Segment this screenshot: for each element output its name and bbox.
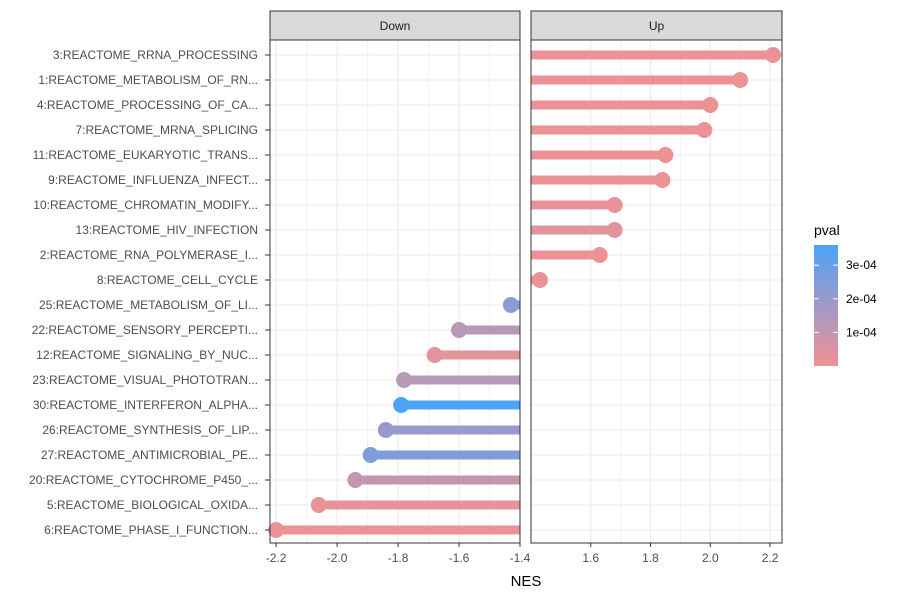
y-axis-labels: 3:REACTOME_RRNA_PROCESSING 1:REACTOME_MET… <box>29 48 270 537</box>
panel-background <box>270 40 520 543</box>
y-tick-label: 9:REACTOME_INFLUENZA_INFECT... <box>48 173 258 187</box>
facet-strip-label: Down <box>380 19 411 33</box>
lollipop-point <box>377 422 394 438</box>
y-tick-label: 8:REACTOME_CELL_CYCLE <box>97 273 258 287</box>
lollipop-point <box>451 322 468 338</box>
lollipop-point <box>696 122 713 138</box>
legend-break-label: 3e-04 <box>846 258 877 272</box>
lollipop-point <box>657 147 674 163</box>
y-tick-label: 22:REACTOME_SENSORY_PERCEPTI... <box>32 323 258 337</box>
legend: pval 1e-04 2e-04 3e-04 <box>814 222 877 366</box>
x-tick-label: -1.4 <box>510 551 531 565</box>
panel-border <box>269 39 521 544</box>
facet-strip-label: Up <box>649 19 665 33</box>
facet-strip <box>269 10 521 41</box>
panel-down: Down -2.2 -2.0 -1.8 -1.6 -1.4 <box>266 10 531 565</box>
x-tick-label: 2.2 <box>762 551 779 565</box>
lollipop-point <box>732 72 749 88</box>
y-tick-label: 7:REACTOME_MRNA_SPLICING <box>76 123 259 137</box>
y-tick-label: 23:REACTOME_VISUAL_PHOTOTRAN... <box>32 373 258 387</box>
x-tick-label: 1.8 <box>642 551 659 565</box>
legend-breaks: 1e-04 2e-04 3e-04 <box>814 258 877 339</box>
x-axis-title: NES <box>511 573 542 590</box>
x-tick-label: 1.6 <box>582 551 599 565</box>
y-tick-label: 26:REACTOME_SYNTHESIS_OF_LIP... <box>42 423 258 437</box>
legend-title: pval <box>814 222 840 238</box>
lollipop-point <box>606 197 623 213</box>
lollipop-point <box>654 172 671 188</box>
lollipop-point <box>702 97 719 113</box>
lollipop-point <box>362 447 379 463</box>
panel-background <box>531 40 782 543</box>
y-tick-label: 27:REACTOME_ANTIMICROBIAL_PE... <box>41 448 258 462</box>
y-tick-label: 4:REACTOME_PROCESSING_OF_CA... <box>37 98 258 112</box>
y-tick-label: 25:REACTOME_METABOLISM_OF_LI... <box>39 298 258 312</box>
y-tick-label: 5:REACTOME_BIOLOGICAL_OXIDA... <box>47 498 258 512</box>
y-tick-label: 10:REACTOME_CHROMATIN_MODIFY... <box>33 198 258 212</box>
lollipop-point <box>502 297 519 313</box>
y-tick-label: 6:REACTOME_PHASE_I_FUNCTION... <box>44 523 258 537</box>
panel-up: Up 1.6 1.8 2.0 2.2 <box>530 10 783 565</box>
y-tick-label: 30:REACTOME_INTERFERON_ALPHA... <box>33 398 258 412</box>
y-tick-label: 1:REACTOME_METABOLISM_OF_RN... <box>38 73 258 87</box>
lollipop-point <box>347 472 364 488</box>
y-tick-label: 11:REACTOME_EUKARYOTIC_TRANS... <box>33 148 258 162</box>
facet-strip <box>530 10 783 41</box>
lollipop-point <box>591 247 608 263</box>
x-tick-label: -1.8 <box>388 551 409 565</box>
lollipop-point <box>268 522 285 538</box>
lollipop-point <box>396 372 413 388</box>
y-tick-label: 20:REACTOME_CYTOCHROME_P450_... <box>29 473 258 487</box>
x-tick-label: -1.6 <box>449 551 470 565</box>
lollipop-point <box>606 222 623 238</box>
lollipop-point <box>310 497 327 513</box>
x-tick-label: -2.0 <box>327 551 348 565</box>
lollipop-point <box>765 47 782 63</box>
lollipop-point <box>426 347 443 363</box>
legend-break-label: 2e-04 <box>846 292 877 306</box>
legend-colorbar <box>814 245 838 366</box>
x-tick-label: 2.0 <box>702 551 719 565</box>
y-tick-label: 2:REACTOME_RNA_POLYMERASE_I... <box>40 248 258 262</box>
legend-break-label: 1e-04 <box>846 325 877 339</box>
x-tick-label: -2.2 <box>266 551 287 565</box>
lollipop-point <box>531 272 548 288</box>
lollipop-point <box>393 397 410 413</box>
y-tick-label: 3:REACTOME_RRNA_PROCESSING <box>53 48 258 62</box>
facet-panels: Down -2.2 -2.0 -1.8 -1.6 -1.4 Up 1.6 1.8 2.0 2.2 <box>266 10 783 565</box>
y-tick-label: 13:REACTOME_HIV_INFECTION <box>76 223 258 237</box>
panel-border <box>530 39 783 544</box>
y-tick-label: 12:REACTOME_SIGNALING_BY_NUC... <box>36 348 258 362</box>
